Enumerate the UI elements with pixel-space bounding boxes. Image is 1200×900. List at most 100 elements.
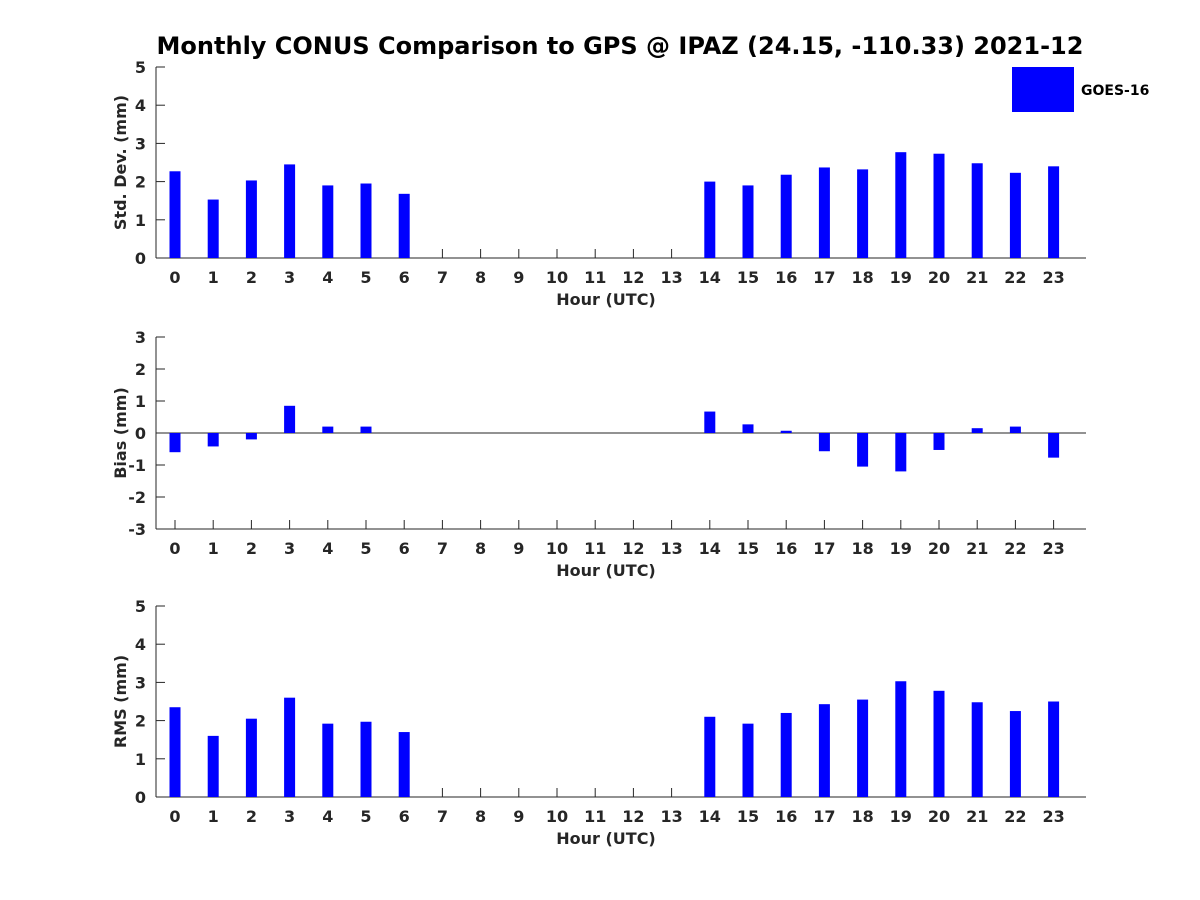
bar-rms-hour-15 xyxy=(742,723,754,797)
x-tick-label: 21 xyxy=(966,268,988,287)
bar-rms-hour-21 xyxy=(971,702,983,797)
x-tick-label: 3 xyxy=(284,539,295,558)
x-tick-label: 20 xyxy=(928,268,950,287)
bar-stddev-hour-0 xyxy=(169,171,181,258)
x-tick-label: 8 xyxy=(475,539,486,558)
x-tick-label: 1 xyxy=(208,539,219,558)
y-tick-label: 2 xyxy=(135,360,146,379)
bar-rms-hour-16 xyxy=(780,712,792,797)
x-tick-label: 12 xyxy=(622,268,644,287)
bar-stddev-hour-5 xyxy=(360,183,372,258)
x-tick-label: 16 xyxy=(775,807,797,826)
x-tick-label: 16 xyxy=(775,539,797,558)
x-tick-label: 9 xyxy=(513,268,524,287)
x-axis-label: Hour (UTC) xyxy=(556,290,656,309)
legend: GOES-16 xyxy=(1012,67,1149,112)
x-tick-label: 4 xyxy=(322,807,333,826)
x-tick-label: 15 xyxy=(737,807,759,826)
bar-stddev-hour-4 xyxy=(322,185,334,258)
bar-bias-hour-19 xyxy=(895,433,907,472)
y-tick-label: 1 xyxy=(135,211,146,230)
x-tick-label: 1 xyxy=(208,807,219,826)
x-tick-label: 17 xyxy=(813,807,835,826)
bar-stddev-hour-20 xyxy=(933,153,945,258)
y-axis-label: RMS (mm) xyxy=(111,655,130,748)
bar-rms-hour-6 xyxy=(398,732,410,797)
bar-stddev-hour-2 xyxy=(245,180,257,258)
y-tick-label: 1 xyxy=(135,750,146,769)
x-tick-label: 10 xyxy=(546,539,568,558)
x-tick-label: 20 xyxy=(928,807,950,826)
x-tick-label: 19 xyxy=(890,539,912,558)
y-tick-label: 1 xyxy=(135,392,146,411)
x-tick-label: 2 xyxy=(246,539,257,558)
bar-bias-hour-1 xyxy=(207,433,219,447)
x-tick-label: 3 xyxy=(284,807,295,826)
bar-bias-hour-15 xyxy=(742,424,754,433)
x-tick-label: 14 xyxy=(699,807,721,826)
bar-stddev-hour-1 xyxy=(207,199,219,258)
x-tick-label: 5 xyxy=(360,807,371,826)
bar-stddev-hour-14 xyxy=(704,181,716,258)
x-tick-label: 2 xyxy=(246,807,257,826)
x-tick-label: 0 xyxy=(169,807,180,826)
x-tick-label: 7 xyxy=(437,539,448,558)
x-tick-label: 15 xyxy=(737,268,759,287)
x-tick-label: 4 xyxy=(322,539,333,558)
bar-rms-hour-18 xyxy=(857,699,869,797)
y-axis-label: Bias (mm) xyxy=(111,387,130,479)
x-tick-label: 7 xyxy=(437,268,448,287)
bar-stddev-hour-6 xyxy=(398,193,410,258)
bar-stddev-hour-17 xyxy=(818,167,830,258)
y-tick-label: 5 xyxy=(135,597,146,616)
x-tick-label: 10 xyxy=(546,268,568,287)
bar-stddev-hour-22 xyxy=(1009,172,1021,258)
bar-rms-hour-20 xyxy=(933,690,945,797)
bar-stddev-hour-21 xyxy=(971,163,983,258)
bar-bias-hour-17 xyxy=(818,433,830,452)
x-tick-label: 4 xyxy=(322,268,333,287)
x-tick-label: 19 xyxy=(890,268,912,287)
bar-rms-hour-1 xyxy=(207,735,219,797)
x-tick-label: 6 xyxy=(399,268,410,287)
y-tick-label: 0 xyxy=(135,249,146,268)
legend-label: GOES-16 xyxy=(1081,83,1149,99)
y-axis-label: Std. Dev. (mm) xyxy=(111,95,130,230)
bar-rms-hour-3 xyxy=(284,697,296,797)
y-tick-label: 3 xyxy=(135,673,146,692)
bar-bias-hour-2 xyxy=(245,433,257,440)
x-tick-label: 8 xyxy=(475,268,486,287)
x-tick-label: 1 xyxy=(208,268,219,287)
x-tick-label: 16 xyxy=(775,268,797,287)
y-tick-label: 4 xyxy=(135,96,146,115)
x-tick-label: 13 xyxy=(660,539,682,558)
x-tick-label: 15 xyxy=(737,539,759,558)
x-tick-label: 6 xyxy=(399,807,410,826)
x-tick-label: 21 xyxy=(966,807,988,826)
x-tick-label: 18 xyxy=(851,807,873,826)
bar-rms-hour-23 xyxy=(1048,701,1060,797)
x-tick-label: 6 xyxy=(399,539,410,558)
x-tick-label: 11 xyxy=(584,539,606,558)
bar-stddev-hour-16 xyxy=(780,174,792,258)
bar-rms-hour-19 xyxy=(895,681,907,797)
x-tick-label: 11 xyxy=(584,807,606,826)
bar-rms-hour-2 xyxy=(245,718,257,797)
bar-bias-hour-21 xyxy=(971,428,983,433)
chart-title: Monthly CONUS Comparison to GPS @ IPAZ (… xyxy=(157,32,1084,60)
x-tick-label: 22 xyxy=(1004,539,1026,558)
x-tick-label: 12 xyxy=(622,807,644,826)
x-tick-label: 0 xyxy=(169,268,180,287)
bar-bias-hour-16 xyxy=(780,430,792,433)
x-tick-label: 20 xyxy=(928,539,950,558)
x-tick-label: 3 xyxy=(284,268,295,287)
x-tick-label: 22 xyxy=(1004,268,1026,287)
x-tick-label: 8 xyxy=(475,807,486,826)
y-tick-label: -2 xyxy=(128,488,146,507)
bar-bias-hour-3 xyxy=(284,405,296,433)
x-tick-label: 17 xyxy=(813,268,835,287)
